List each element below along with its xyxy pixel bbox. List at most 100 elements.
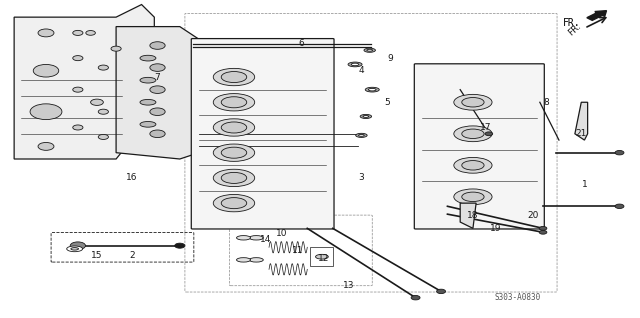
Ellipse shape xyxy=(351,63,359,66)
Text: 18: 18 xyxy=(467,211,479,220)
Circle shape xyxy=(73,31,83,35)
Ellipse shape xyxy=(454,126,492,142)
Polygon shape xyxy=(14,4,154,159)
Text: 17: 17 xyxy=(480,123,492,132)
Text: 16: 16 xyxy=(126,173,138,183)
Circle shape xyxy=(73,56,83,61)
Text: 20: 20 xyxy=(528,211,539,220)
Circle shape xyxy=(150,86,165,93)
Text: FR.: FR. xyxy=(563,18,580,28)
Circle shape xyxy=(99,109,108,114)
Ellipse shape xyxy=(91,99,103,105)
Ellipse shape xyxy=(249,236,263,240)
Ellipse shape xyxy=(140,100,156,105)
Ellipse shape xyxy=(213,68,255,86)
Ellipse shape xyxy=(454,94,492,110)
Ellipse shape xyxy=(221,147,246,158)
Ellipse shape xyxy=(38,29,54,37)
Circle shape xyxy=(540,231,547,234)
Circle shape xyxy=(615,204,624,209)
Circle shape xyxy=(150,42,165,49)
Text: 9: 9 xyxy=(387,54,393,63)
Ellipse shape xyxy=(454,189,492,205)
Text: 12: 12 xyxy=(317,254,329,263)
Text: 8: 8 xyxy=(543,98,549,107)
Ellipse shape xyxy=(369,88,376,91)
Polygon shape xyxy=(116,27,199,159)
Polygon shape xyxy=(460,203,476,228)
Ellipse shape xyxy=(365,87,380,92)
Ellipse shape xyxy=(221,97,246,108)
Circle shape xyxy=(175,243,185,248)
Circle shape xyxy=(111,46,121,51)
Ellipse shape xyxy=(316,254,328,259)
Text: 2: 2 xyxy=(129,251,135,259)
Ellipse shape xyxy=(213,169,255,187)
Circle shape xyxy=(150,108,165,115)
Ellipse shape xyxy=(213,195,255,212)
Ellipse shape xyxy=(462,192,484,202)
Circle shape xyxy=(485,132,493,136)
Ellipse shape xyxy=(140,55,156,61)
Ellipse shape xyxy=(71,248,79,250)
Text: 13: 13 xyxy=(343,280,355,290)
Ellipse shape xyxy=(86,31,95,35)
Circle shape xyxy=(150,130,165,138)
Ellipse shape xyxy=(213,119,255,136)
Ellipse shape xyxy=(348,62,362,67)
Bar xyxy=(310,247,333,266)
Ellipse shape xyxy=(213,93,255,111)
Circle shape xyxy=(150,64,165,71)
Ellipse shape xyxy=(221,172,246,183)
Ellipse shape xyxy=(358,135,364,136)
Ellipse shape xyxy=(462,129,484,139)
Ellipse shape xyxy=(33,65,59,77)
Ellipse shape xyxy=(237,236,250,240)
Ellipse shape xyxy=(221,72,246,83)
Circle shape xyxy=(540,226,547,230)
Ellipse shape xyxy=(140,121,156,127)
Ellipse shape xyxy=(360,114,372,119)
Circle shape xyxy=(73,87,83,92)
Ellipse shape xyxy=(67,246,83,252)
Text: 5: 5 xyxy=(384,98,390,107)
Ellipse shape xyxy=(454,157,492,173)
Text: S303-A0830: S303-A0830 xyxy=(495,293,541,302)
FancyArrow shape xyxy=(587,11,607,20)
Ellipse shape xyxy=(363,115,369,117)
Polygon shape xyxy=(575,102,588,140)
Ellipse shape xyxy=(221,122,246,133)
Text: 15: 15 xyxy=(92,251,103,259)
Text: 21: 21 xyxy=(575,129,587,138)
Circle shape xyxy=(411,295,420,300)
Ellipse shape xyxy=(140,77,156,83)
Ellipse shape xyxy=(367,49,372,51)
Ellipse shape xyxy=(213,144,255,161)
Circle shape xyxy=(436,289,445,294)
FancyBboxPatch shape xyxy=(191,38,334,229)
Text: 11: 11 xyxy=(292,246,303,255)
Circle shape xyxy=(615,150,624,155)
Ellipse shape xyxy=(221,197,246,209)
Text: 19: 19 xyxy=(490,224,501,233)
Text: 3: 3 xyxy=(358,173,364,183)
Ellipse shape xyxy=(237,258,250,262)
Ellipse shape xyxy=(462,161,484,170)
Ellipse shape xyxy=(38,142,54,150)
Circle shape xyxy=(73,125,83,130)
FancyBboxPatch shape xyxy=(414,64,544,229)
Ellipse shape xyxy=(356,133,367,137)
Text: 1: 1 xyxy=(582,180,588,189)
Circle shape xyxy=(99,65,108,70)
Ellipse shape xyxy=(30,104,62,120)
Text: 7: 7 xyxy=(155,73,161,81)
Text: 4: 4 xyxy=(358,66,364,75)
Text: 14: 14 xyxy=(260,235,271,244)
Text: FR.: FR. xyxy=(567,22,583,38)
Ellipse shape xyxy=(364,48,376,52)
Ellipse shape xyxy=(462,98,484,107)
Circle shape xyxy=(70,242,86,249)
Ellipse shape xyxy=(249,258,263,262)
Circle shape xyxy=(99,135,108,140)
Text: 6: 6 xyxy=(298,39,304,48)
